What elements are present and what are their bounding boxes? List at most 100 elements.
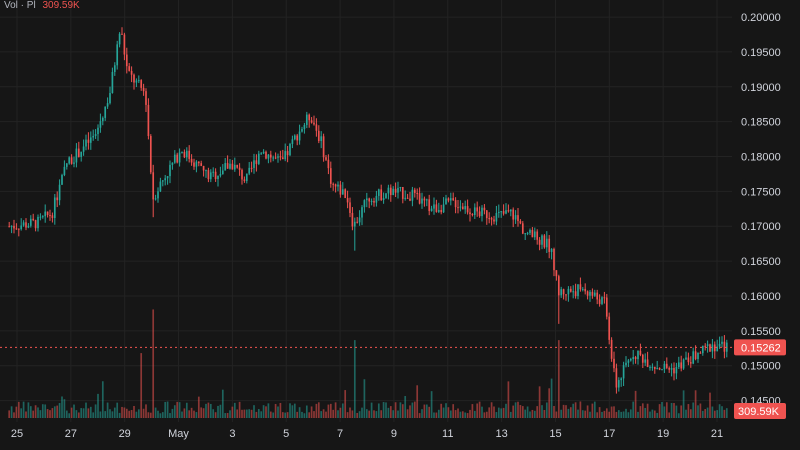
volume-bar <box>329 403 332 418</box>
volume-bar <box>593 401 596 418</box>
candle <box>365 198 368 201</box>
volume-bar <box>466 413 469 418</box>
candle <box>255 160 258 164</box>
candle <box>581 288 584 290</box>
candle <box>497 211 500 214</box>
candle <box>298 131 301 141</box>
volume-bar <box>454 410 457 418</box>
volume-bar <box>305 405 308 418</box>
candle <box>675 366 678 374</box>
volume-bar <box>27 402 30 418</box>
volume-bar <box>627 412 630 418</box>
volume-bar <box>142 408 145 418</box>
candle <box>572 291 575 293</box>
volume-bar <box>639 406 642 418</box>
volume-bar <box>694 390 697 418</box>
volume-bar <box>250 409 253 418</box>
volume-bar <box>353 340 356 418</box>
volume-bar <box>262 405 265 418</box>
candle <box>617 380 620 388</box>
candle <box>538 239 541 245</box>
candle <box>687 357 690 363</box>
candle <box>140 80 143 88</box>
volume-bar <box>58 403 61 418</box>
candle <box>190 158 193 163</box>
volume-bar <box>485 411 488 418</box>
candle <box>358 217 361 223</box>
candle <box>226 163 229 169</box>
candle <box>442 204 445 213</box>
candle <box>121 33 123 35</box>
candle <box>641 354 644 363</box>
candle <box>397 187 399 193</box>
volume-bar <box>531 409 534 418</box>
candle <box>68 157 71 164</box>
volume-bar <box>373 410 375 418</box>
volume-bar <box>245 409 248 418</box>
price-tick-label: 0.15000 <box>741 361 781 373</box>
candle <box>704 345 707 347</box>
candle <box>310 120 313 123</box>
volume-bar <box>538 386 541 418</box>
volume-bar <box>77 412 80 418</box>
candle <box>332 183 335 185</box>
volume-bar <box>173 405 176 418</box>
candle <box>665 363 668 368</box>
candle <box>627 360 630 363</box>
candle <box>315 124 318 131</box>
candle <box>591 291 594 296</box>
volume-bar <box>716 410 719 418</box>
candle <box>507 210 510 212</box>
candle <box>231 163 234 170</box>
candle <box>221 170 224 175</box>
candle <box>253 160 255 168</box>
volume-bar <box>404 396 407 418</box>
volume-bar <box>236 409 239 418</box>
candle <box>284 151 287 160</box>
candle <box>339 184 342 195</box>
volume-bar <box>10 406 13 418</box>
candle <box>334 184 337 187</box>
volume-bar <box>411 402 414 418</box>
volume-bar <box>382 402 385 418</box>
volume-bar <box>445 403 447 418</box>
candle <box>404 197 407 199</box>
candle <box>677 362 680 367</box>
volume-bar <box>440 403 443 418</box>
volume-bar <box>461 411 464 418</box>
volume-bar <box>320 411 323 418</box>
volume-bar <box>29 406 32 418</box>
volume-legend: Vol · Pl 309.59K <box>4 0 80 12</box>
volume-bar <box>123 407 126 418</box>
candle <box>161 180 164 182</box>
candle <box>128 66 131 71</box>
candle <box>625 362 627 366</box>
candle <box>349 202 351 213</box>
candle <box>8 226 11 228</box>
volume-bar <box>586 405 589 418</box>
candle <box>157 191 159 199</box>
volume-bar <box>154 407 157 418</box>
time-tick-label: 9 <box>391 428 397 440</box>
candle <box>706 344 709 346</box>
candle <box>32 218 35 221</box>
price-tick-label: 0.17000 <box>741 221 781 233</box>
candle <box>392 188 395 196</box>
volume-bar <box>209 403 212 418</box>
volume-bar <box>656 412 659 418</box>
volume-bar <box>193 410 195 418</box>
volume-bar <box>653 410 656 418</box>
candle <box>245 173 248 181</box>
candle <box>373 201 375 203</box>
volume-bar <box>212 409 215 418</box>
volume-bar <box>663 406 666 418</box>
candle <box>615 368 618 388</box>
candle <box>634 357 637 360</box>
volume-bar <box>646 403 649 418</box>
volume-bar <box>308 412 311 418</box>
volume-bar <box>41 404 44 418</box>
volume-bar <box>370 402 373 418</box>
volume-bar <box>591 403 594 418</box>
